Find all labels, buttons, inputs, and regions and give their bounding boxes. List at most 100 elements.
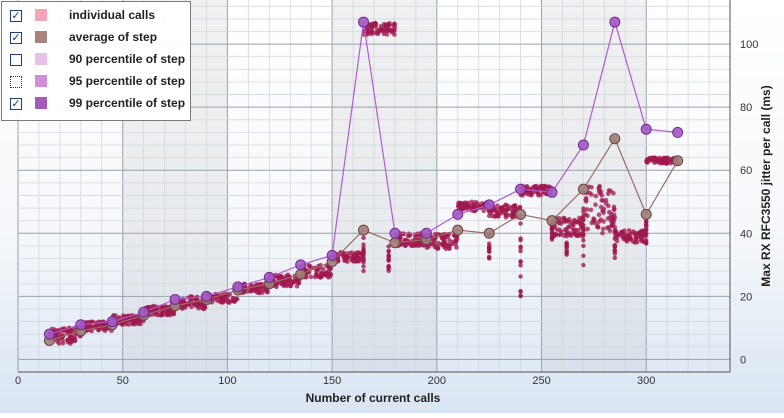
individual-call-point [469,199,475,205]
individual-call-point [361,264,366,269]
individual-call-point [518,274,523,279]
individual-call-point [68,339,74,344]
individual-call-point [367,26,373,32]
individual-call-point [494,203,500,209]
legend-label: average of step [69,30,158,44]
individual-call-point [581,232,586,238]
individual-call-point [665,155,670,161]
p99-marker [263,271,275,283]
average-marker [452,224,464,236]
individual-call-point [450,239,456,245]
individual-call-point [543,184,548,189]
individual-call-point [573,227,578,233]
individual-call-point [553,232,559,237]
individual-call-point [294,283,300,289]
legend-label: individual calls [69,8,156,22]
x-tick-label: 100 [218,375,236,387]
individual-call-point [612,236,618,242]
individual-call-point [644,227,649,233]
individual-call-point [511,203,517,209]
individual-call-point [591,218,596,224]
individual-call-point [444,233,450,238]
p99-marker [326,249,338,261]
individual-call-point [218,297,224,303]
p99-marker [295,259,307,271]
individual-call-point [538,192,544,198]
legend-checkbox[interactable]: ✓ [10,31,22,44]
y-tick-label: 100 [740,39,758,51]
individual-call-point [345,259,350,264]
p99-marker [43,328,55,340]
individual-call-point [447,237,452,243]
individual-call-point [549,237,555,242]
individual-call-point [503,202,508,208]
average-marker [389,237,401,249]
individual-call-point [610,218,616,223]
individual-call-point [361,268,366,274]
individual-call-point [518,221,523,226]
individual-call-point [581,238,586,243]
individual-call-point [318,274,324,280]
individual-call-point [369,31,374,37]
individual-call-point [626,234,632,240]
individual-call-point [576,215,582,221]
legend-checkbox[interactable]: ✓ [10,9,22,22]
individual-call-point [518,289,523,294]
individual-call-point [197,301,203,307]
individual-call-point [65,337,70,343]
individual-call-point [276,275,281,281]
individual-call-point [611,204,617,210]
legend-swatch [35,31,47,43]
x-tick-label: 150 [323,375,341,387]
individual-call-point [381,27,386,33]
individual-call-point [588,207,594,213]
p99-marker [640,123,652,135]
individual-call-point [650,157,655,163]
individual-call-point [312,274,318,280]
legend-item[interactable]: 90 percentile of step [2,49,190,71]
individual-call-point [646,158,652,164]
y-tick-label: 40 [740,228,752,240]
x-tick-label: 50 [117,375,129,387]
individual-call-point [194,297,199,302]
individual-call-point [361,242,366,247]
legend-item[interactable]: ✓ individual calls [2,5,190,27]
y-tick-label: 20 [740,291,752,303]
legend-checkbox[interactable] [10,54,22,66]
legend-checkbox[interactable] [10,76,22,88]
legend-item[interactable]: ✓ 99 percentile of step [2,93,190,115]
p99-marker [200,290,212,302]
individual-call-point [612,230,618,235]
legend-item[interactable]: ✓ average of step [2,27,190,49]
individual-call-point [415,233,421,238]
y-tick-label: 60 [740,165,752,177]
legend: ✓ individual calls ✓ average of step 90 perc… [1,1,191,121]
p99-marker [546,186,558,198]
individual-call-point [361,235,366,241]
p99-marker [577,139,589,151]
legend-item[interactable]: 95 percentile of step [2,71,190,93]
individual-call-point [365,31,371,36]
individual-call-point [102,326,108,332]
y-tick-label: 0 [740,354,746,366]
individual-call-point [612,251,618,256]
individual-call-point [392,32,397,37]
individual-call-point [200,306,206,312]
individual-call-point [549,225,555,230]
individual-call-point [318,270,324,276]
individual-call-point [566,216,572,222]
individual-call-point [556,220,562,226]
individual-call-point [374,30,380,36]
individual-call-point [407,233,413,238]
individual-call-point [390,28,395,34]
legend-checkbox[interactable]: ✓ [10,97,22,110]
individual-call-point [341,254,347,260]
average-marker [672,155,684,167]
individual-call-point [601,210,606,215]
individual-call-point [486,241,492,246]
individual-call-point [571,219,577,224]
individual-call-point [581,209,586,214]
individual-call-point [386,252,391,258]
